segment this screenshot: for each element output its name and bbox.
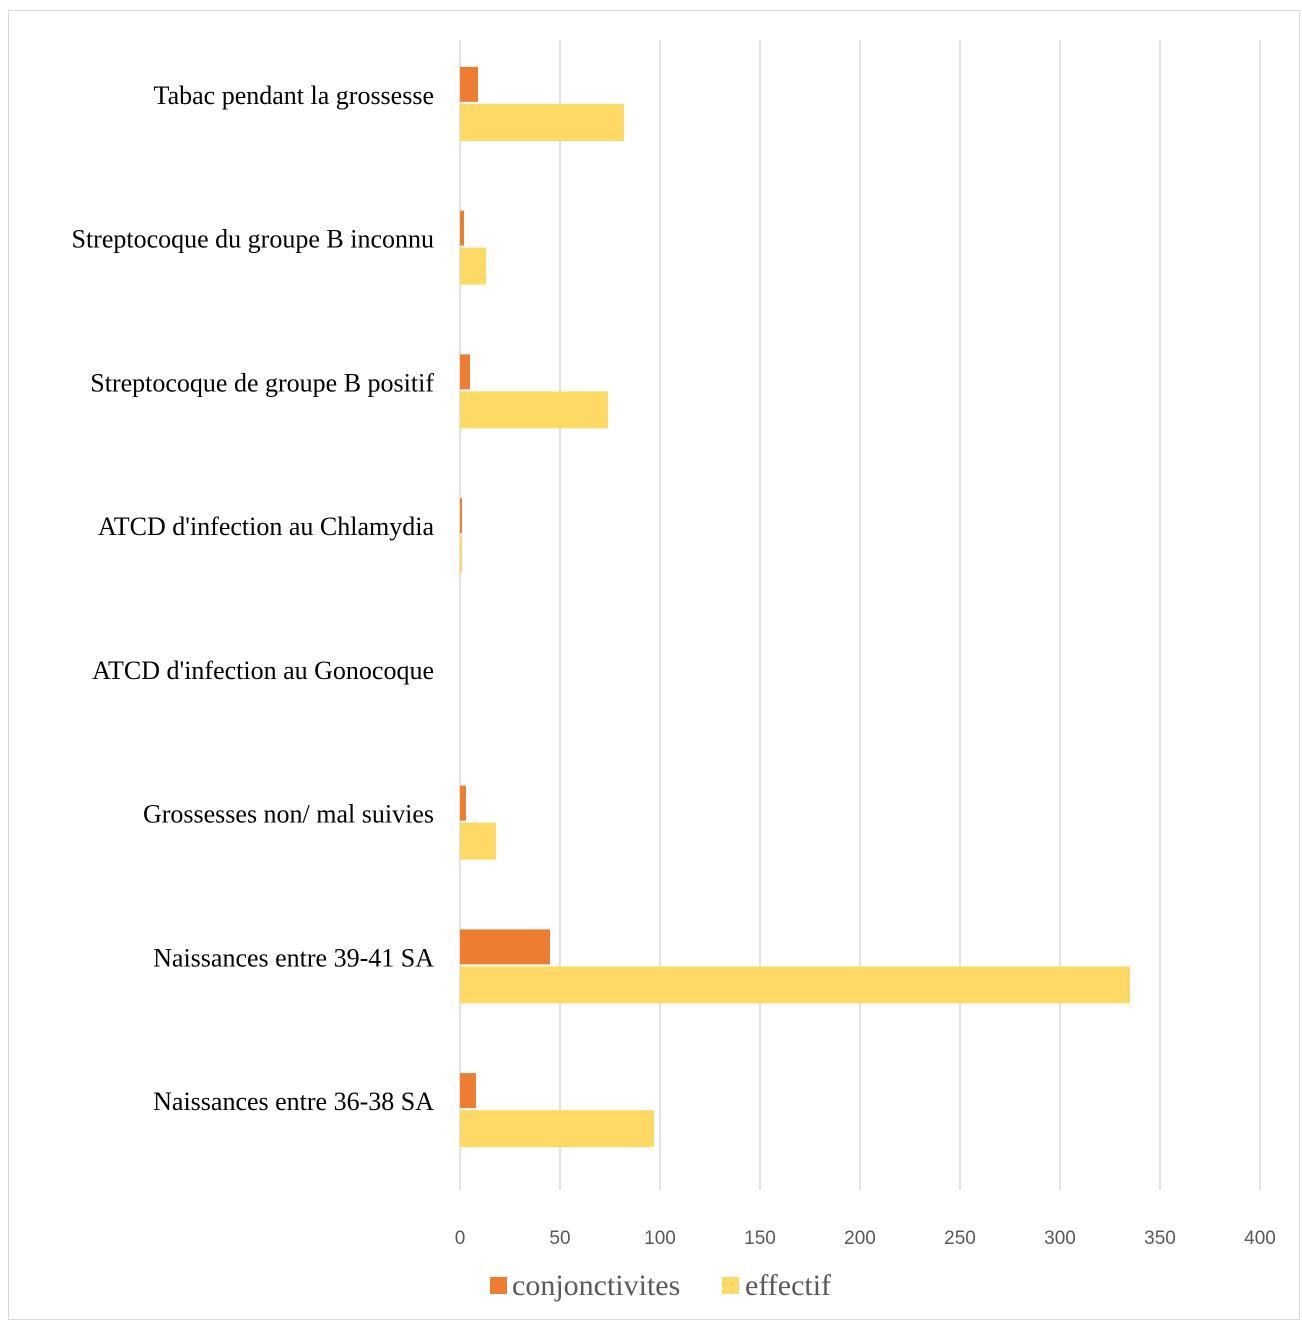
category-label: ATCD d'infection au Gonocoque xyxy=(92,656,434,685)
x-tick-label: 150 xyxy=(744,1228,776,1249)
category-label: Grossesses non/ mal suivies xyxy=(143,800,434,829)
legend[interactable]: conjonctivites effectif xyxy=(490,1269,831,1302)
x-tick-label: 350 xyxy=(1144,1228,1176,1249)
legend-swatch-effectif xyxy=(722,1277,739,1294)
bar-effectif xyxy=(460,1110,654,1148)
grid-lines xyxy=(459,40,1261,1190)
bar-effectif xyxy=(460,966,1130,1004)
bar-conjonctivites xyxy=(460,498,462,534)
category-label: Streptocoque du groupe B inconnu xyxy=(72,225,435,254)
bar-conjonctivites xyxy=(460,929,550,965)
bar-effectif xyxy=(460,247,486,285)
category-label: ATCD d'infection au Chlamydia xyxy=(98,512,435,541)
x-tick-label: 200 xyxy=(844,1228,876,1249)
chart-frame xyxy=(8,10,1300,1320)
x-tick-label: 250 xyxy=(944,1228,976,1249)
x-tick-label: 0 xyxy=(455,1228,466,1249)
legend-swatch-conjonctivites xyxy=(490,1277,507,1294)
x-tick-label: 50 xyxy=(549,1228,570,1249)
bar-conjonctivites xyxy=(460,210,464,246)
bar-conjonctivites xyxy=(460,785,466,821)
bar-effectif xyxy=(460,103,624,141)
bar-conjonctivites xyxy=(460,354,470,390)
x-tick-label: 300 xyxy=(1044,1228,1076,1249)
bar-effectif xyxy=(460,535,462,573)
category-label: Naissances entre 39-41 SA xyxy=(153,943,434,972)
bars xyxy=(460,66,1130,1148)
x-tick-label: 100 xyxy=(644,1228,676,1249)
category-labels: Tabac pendant la grossesse Streptocoque d… xyxy=(72,81,435,1116)
legend-label-conjonctivites[interactable]: conjonctivites xyxy=(512,1269,680,1302)
bar-conjonctivites xyxy=(460,1073,476,1109)
x-tick-labels: 0 50 100 150 200 250 300 350 400 xyxy=(455,1228,1276,1249)
bar-effectif xyxy=(460,822,496,860)
category-label: Tabac pendant la grossesse xyxy=(154,81,434,110)
legend-label-effectif[interactable]: effectif xyxy=(745,1269,831,1302)
bar-conjonctivites xyxy=(460,66,478,102)
category-label: Naissances entre 36-38 SA xyxy=(153,1087,434,1116)
category-label: Streptocoque de groupe B positif xyxy=(90,368,434,397)
x-tick-label: 400 xyxy=(1244,1228,1276,1249)
bar-effectif xyxy=(460,391,608,429)
